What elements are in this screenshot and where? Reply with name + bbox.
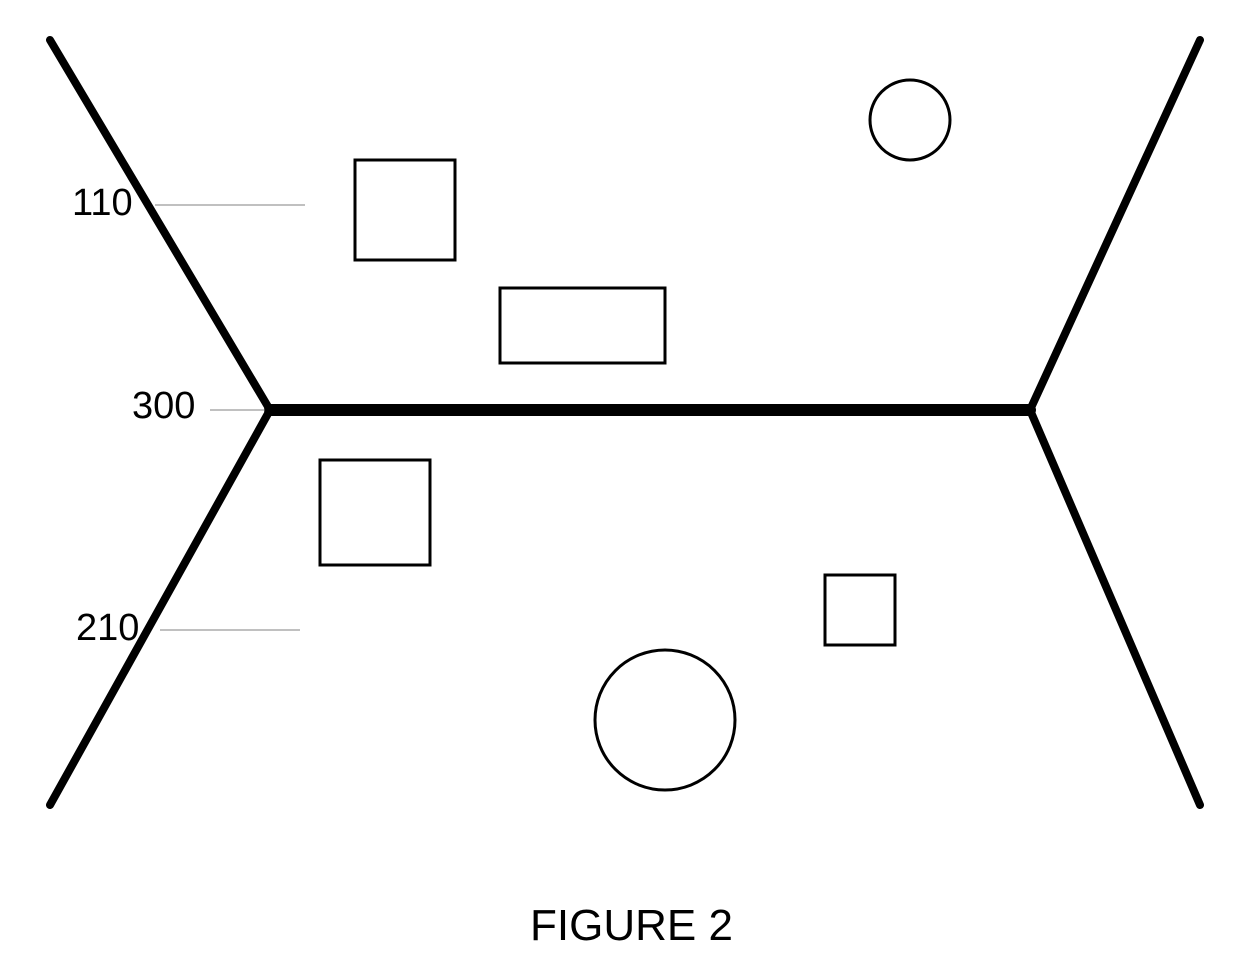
figure-caption: FIGURE 2 (530, 901, 733, 950)
upper-square (355, 160, 455, 260)
lower-circle (595, 650, 735, 790)
lower-left-square (320, 460, 430, 565)
lower-right-square (825, 575, 895, 645)
frame-upper-right-arm (1030, 40, 1200, 410)
label-110: 110 (72, 182, 133, 224)
label-210: 210 (76, 607, 139, 649)
upper-wide-rect (500, 288, 665, 363)
frame-upper-left-arm (50, 40, 270, 410)
label-300: 300 (132, 385, 195, 427)
upper-circle (870, 80, 950, 160)
frame-lower-right-arm (1030, 410, 1200, 805)
